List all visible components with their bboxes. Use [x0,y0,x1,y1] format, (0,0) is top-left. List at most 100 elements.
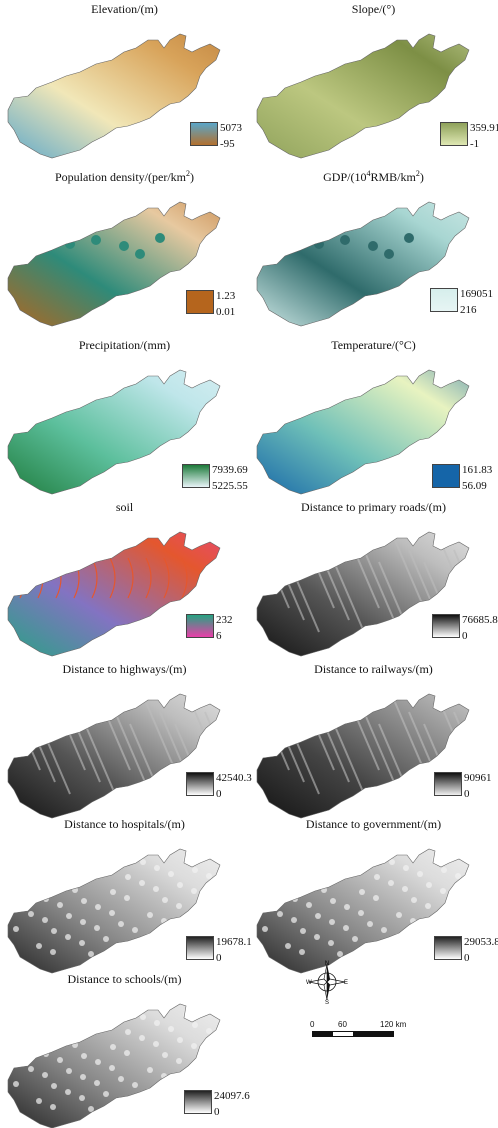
legend-min: 0 [214,1106,220,1118]
legend-swatch [432,614,460,638]
panel-title-hospitals: Distance to hospitals/(m) [64,817,185,831]
legend-max: 90961 [464,772,492,784]
compass-rose-icon: N S E W [306,961,348,1006]
region-outline [256,201,470,327]
panel-title-highways: Distance to highways/(m) [62,662,187,676]
scale-bar-outline [312,1031,394,1037]
scale-tick-60: 60 [338,1020,347,1029]
scale-tick-120: 120 km [380,1020,407,1029]
legend-swatch [186,614,214,638]
map-panel-temperature: Temperature/(°C) 161.83 56.09 [249,336,498,495]
map-panel-slope: Slope/(°) 359.91 -1 [249,0,498,159]
map-elevation [7,33,221,159]
legend-max: 76685.8 [462,614,498,626]
compass-n: N [325,961,329,967]
map-panel-population: Population density/(per/km2) 1.23 0.01 [0,168,249,327]
legend-min: -1 [470,138,480,150]
map-panel-schools: Distance to schools/(m) 24097.6 0 [0,970,250,1128]
legend-swatch [432,464,460,488]
map-soil [7,531,221,657]
map-government [256,848,470,974]
map-panel-gdp: GDP/(104RMB/km2) 169051 216 [249,168,498,327]
legend-min: 0 [216,788,222,800]
legend-swatch [182,464,210,488]
panel-title-population: Population density/(per/km2) [55,169,194,185]
legend-swatch [186,936,214,960]
map-panel-elevation: Elevation/(m) 5073 -95 [0,0,249,159]
legend-max: 29053.8 [464,936,498,948]
map-population [7,201,221,327]
legend-max: 359.91 [470,122,498,134]
legend-max: 24097.6 [214,1090,250,1102]
map-panel-railways: Distance to railways/(m) 90961 0 [249,660,498,819]
panel-title-elevation: Elevation/(m) [91,2,158,16]
map-panel-government: Distance to government/(m) 29053.8 0 [249,815,498,974]
compass-w: W [306,980,312,986]
scale-bar: 0 60 120 km [308,1020,428,1050]
map-temperature [256,369,470,495]
legend-max: 232 [216,614,233,626]
legend-swatch [440,122,468,146]
legend-min: 216 [460,304,477,316]
legend-max: 1.23 [216,290,236,302]
legend-swatch [430,288,458,312]
legend-min: -95 [220,138,235,150]
legend-swatch [434,936,462,960]
region-outline [256,33,470,159]
panel-title-schools: Distance to schools/(m) [67,972,182,986]
legend-swatch [186,772,214,796]
legend-min: 6 [216,630,222,642]
legend-max: 5073 [220,122,242,134]
region-outline [256,369,470,495]
north-arrow-compass: N S E W [305,960,349,1006]
legend-min: 0 [216,952,222,964]
panel-title-soil: soil [115,500,134,514]
map-panel-soil: soil 232 6 [0,498,249,657]
map-railways [256,693,470,819]
legend-min: 5225.55 [212,480,248,492]
map-panel-primary_roads: Distance to primary roads/(m) 76685.8 0 [249,498,498,657]
region-outline [256,848,470,974]
legend-max: 161.83 [462,464,493,476]
legend-swatch [186,290,214,314]
region-outline [7,693,221,819]
panel-title-railways: Distance to railways/(m) [314,662,433,676]
legend-max: 19678.1 [216,936,252,948]
compass-e: E [344,980,348,986]
panel-title-gdp: GDP/(104RMB/km2) [323,169,424,185]
map-panel-precipitation: Precipitation/(mm) 7939.69 5225.55 [0,336,249,495]
region-outline [256,693,470,819]
legend-max: 42540.3 [216,772,252,784]
region-outline [7,848,221,974]
map-fill [257,532,469,656]
legend-swatch [184,1090,212,1114]
map-highways [7,693,221,819]
legend-min: 56.09 [462,480,487,492]
compass-s: S [325,1000,329,1004]
region-outline [7,369,221,495]
region-outline [7,33,221,159]
legend-min: 0.01 [216,306,236,318]
panel-title-precipitation: Precipitation/(mm) [78,338,171,352]
map-panel-highways: Distance to highways/(m) 42540.3 0 [0,660,252,819]
map-primary_roads [256,531,470,657]
legend-swatch [434,772,462,796]
map-fill [257,370,469,494]
panel-title-slope: Slope/(°) [351,2,396,16]
legend-min: 0 [464,788,470,800]
region-outline [7,531,221,657]
scale-tick-0: 0 [310,1020,315,1029]
region-outline [7,201,221,327]
map-slope [256,33,470,159]
legend-swatch [190,122,218,146]
legend-min: 0 [464,952,470,964]
panel-title-temperature: Temperature/(°C) [331,338,416,352]
legend-max: 7939.69 [212,464,248,476]
map-hospitals [7,848,221,974]
panel-title-primary_roads: Distance to primary roads/(m) [301,500,446,514]
legend-min: 0 [462,630,468,642]
region-outline [256,531,470,657]
panel-title-government: Distance to government/(m) [305,817,442,831]
map-panel-hospitals: Distance to hospitals/(m) 19678.1 0 [0,815,252,974]
map-gdp [256,201,470,327]
